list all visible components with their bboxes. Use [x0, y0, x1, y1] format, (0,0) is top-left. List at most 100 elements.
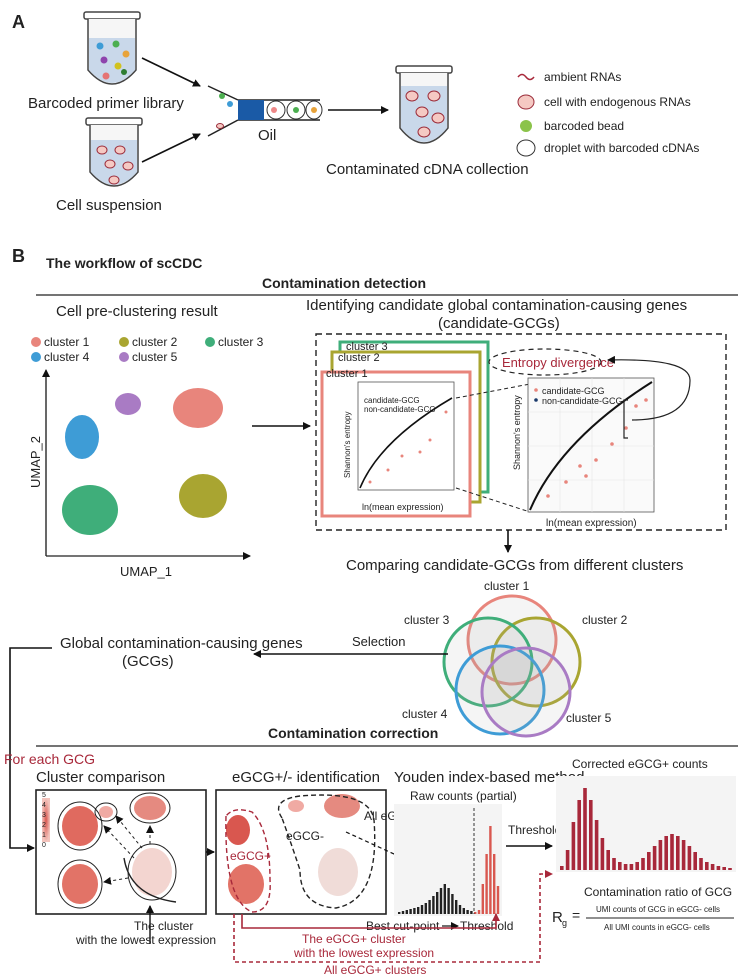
cluster-legend: cluster 1 cluster 2 cluster 3 cluster 4 … [31, 335, 264, 364]
gcg-title-1: Global contamination-causing genes [60, 635, 303, 652]
raw-hist-bar-neg [409, 909, 412, 914]
large-legend-candidate: candidate-GCG [542, 386, 605, 396]
raw-hist-bar-neg [436, 892, 439, 914]
lowest-cluster-2: with the lowest expression [75, 933, 216, 947]
corrected-hist-bar [693, 852, 697, 870]
raw-hist-bar-neg [451, 894, 454, 914]
legend-cell: cell with endogenous RNAs [544, 95, 691, 109]
corrected-title: Corrected eGCG+ counts [572, 757, 708, 771]
corrected-hist-bg [556, 776, 736, 872]
raw-hist-bar-neg [432, 896, 435, 914]
panel-a-label: A [12, 12, 25, 32]
umap-y-label: UMAP_2 [28, 436, 43, 488]
scale-tick-3: 3 [42, 812, 46, 819]
detection-header: Contamination detection [262, 275, 426, 291]
all-egcg-plus-label: All eGCG+ clusters [324, 963, 426, 977]
corrected-hist-bar [652, 846, 657, 870]
venn-label-2: cluster 2 [582, 613, 628, 627]
panel-a-legend: ambient RNAs cell with endogenous RNAs b… [516, 70, 699, 157]
venn-diagram [442, 594, 582, 738]
gcg-title-2: (GCGs) [122, 653, 174, 670]
small-xlabel: ln(mean expression) [362, 502, 444, 512]
umap-cluster-2 [179, 474, 227, 518]
egcg-lowest-1: The eGCG+ cluster [302, 932, 406, 946]
identify-title-1: Identifying candidate global contaminati… [306, 297, 687, 314]
oil-label: Oil [258, 127, 276, 144]
arrow-cells-to-chip [141, 133, 201, 163]
stack-label-3: cluster 3 [346, 341, 388, 353]
raw-counts-label: Raw counts (partial) [410, 789, 517, 803]
umap-cluster-4 [65, 415, 99, 459]
all-egcg-plus-arrow [233, 870, 553, 963]
lowest-cluster-1: The cluster [134, 919, 193, 933]
corrected-hist-bar [728, 868, 732, 870]
cell-suspension-label: Cell suspension [56, 197, 162, 214]
large-legend-noncandidate: non-candidate-GCG [542, 396, 623, 406]
corrected-hist-bar [594, 820, 599, 870]
corrected-hist-bar [641, 858, 645, 870]
corrected-hist-bar [577, 800, 581, 870]
corrected-hist-bar [600, 838, 605, 870]
corrected-hist-bar [676, 836, 680, 870]
raw-hist-bar-neg [462, 908, 465, 914]
scale-tick-2: 2 [42, 822, 46, 829]
compare-title: Comparing candidate-GCGs from different … [346, 557, 683, 574]
cell-suspension-tube [85, 117, 143, 187]
corrected-hist-bar [705, 862, 709, 870]
divergence-arrow [607, 355, 691, 421]
corrected-hist-bar [716, 866, 721, 870]
legend-cluster-4: cluster 4 [44, 350, 90, 364]
microfluidic-chip [207, 85, 323, 137]
venn-label-1: cluster 1 [484, 579, 530, 593]
scale-tick-4: 4 [42, 802, 46, 809]
small-entropy-plot: candidate-GCG non-candidate-GCG ln(mean … [343, 381, 455, 512]
correction-header: Contamination correction [268, 725, 438, 741]
small-legend-candidate: candidate-GCG [364, 396, 420, 405]
raw-hist-bar-neg [413, 908, 416, 914]
large-entropy-plot: candidate-GCG non-candidate-GCG ln(mean … [512, 377, 655, 529]
identify-title-2: (candidate-GCGs) [438, 315, 560, 332]
venn-label-3: cluster 3 [404, 613, 450, 627]
raw-hist-bar-neg [417, 907, 420, 914]
corrected-hist-bar [606, 850, 610, 870]
raw-hist-bar-neg [401, 911, 405, 914]
raw-hist-bar-neg [405, 910, 408, 914]
corrected-hist-bar [681, 840, 686, 870]
zoom-line-top [455, 383, 531, 399]
entropy-divergence-ellipse [488, 348, 602, 376]
identification-clusters [225, 794, 376, 913]
umap-cluster-5 [115, 393, 141, 415]
raw-hist-bar-neg [424, 903, 427, 914]
legend-cluster-5: cluster 5 [132, 350, 178, 364]
umap-cluster-1 [173, 388, 223, 428]
egcg-identification-title: eGCG+/- identification [232, 769, 380, 786]
venn-label-4: cluster 4 [402, 707, 448, 721]
raw-hist-bar-pos [481, 884, 484, 914]
raw-hist-bar-pos [493, 854, 496, 914]
raw-hist-bar-neg [443, 884, 446, 914]
small-legend-noncandidate: non-candidate-GCG [364, 405, 436, 414]
corrected-hist-bar [629, 864, 634, 870]
collection-label: Contaminated cDNA collection [326, 161, 529, 178]
preclust-title: Cell pre-clustering result [56, 303, 219, 320]
scale-tick-5: 5 [42, 792, 46, 799]
umap-x-label: UMAP_1 [120, 564, 172, 579]
cell-icon [517, 94, 535, 110]
corrected-hist-bar [635, 862, 639, 870]
comparison-box [35, 789, 207, 915]
raw-hist-bar-pos [474, 912, 477, 914]
arrow-library-to-chip [141, 57, 201, 87]
egcg-minus-outline [277, 794, 376, 909]
corrected-hist-bar [571, 822, 576, 870]
ratio-formula: R g = UMI counts of GCG in eGCG- cells A… [552, 905, 734, 932]
corrected-hist-bar [710, 864, 715, 870]
egcg-plus-outline [225, 809, 271, 913]
ratio-numerator: UMI counts of GCG in eGCG- cells [596, 905, 720, 914]
entropy-divergence-label: Entropy divergence [502, 355, 614, 370]
svg-text:=: = [572, 907, 580, 923]
corrected-hist-bar [583, 788, 587, 870]
raw-hist-bar-pos [496, 886, 500, 914]
corrected-hist-bar [560, 866, 564, 870]
droplet-icon [516, 139, 536, 157]
legend-cluster-3: cluster 3 [218, 335, 264, 349]
